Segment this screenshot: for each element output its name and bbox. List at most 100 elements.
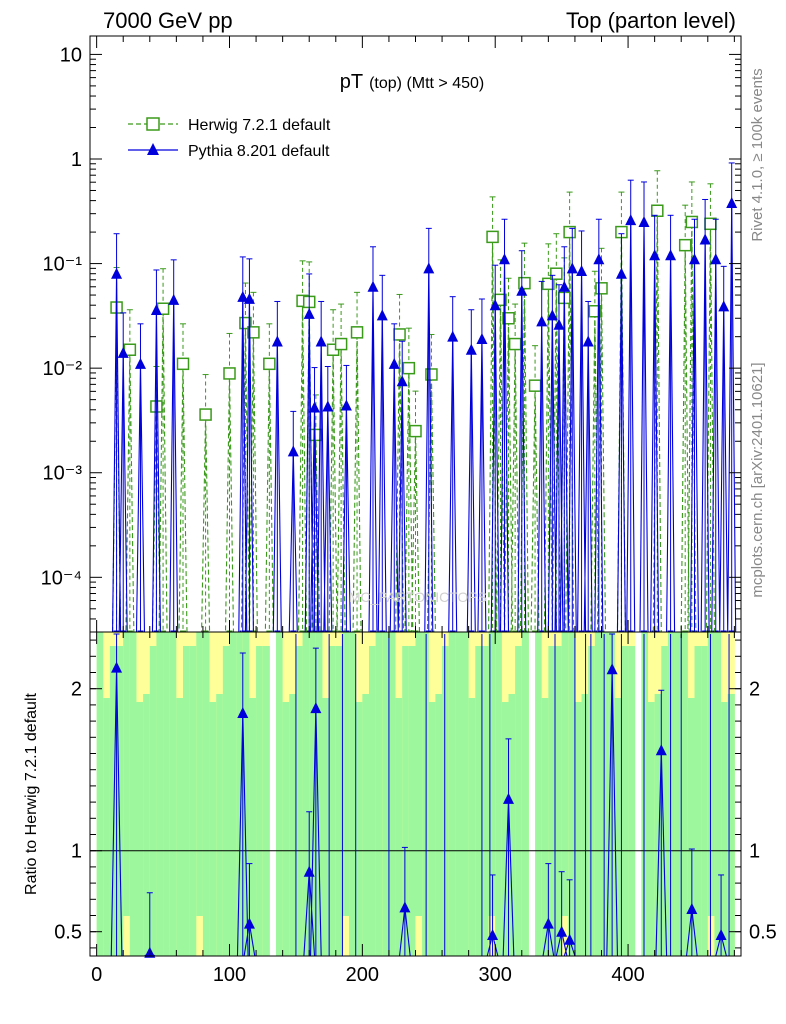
band-inner — [123, 632, 131, 916]
ratio-point — [564, 933, 576, 945]
band-inner — [242, 632, 250, 956]
ratio-point — [686, 903, 698, 915]
band-inner — [143, 694, 151, 956]
herwig-point — [334, 337, 348, 351]
herwig-point — [595, 282, 608, 295]
band-inner — [694, 646, 702, 956]
pythia-point — [566, 262, 578, 274]
band-inner — [727, 694, 735, 956]
band-inner — [435, 694, 443, 956]
band-inner — [136, 702, 144, 956]
band-inner — [614, 698, 622, 956]
ratio-point — [715, 928, 727, 940]
ratio-point — [399, 901, 411, 913]
pythia-point — [376, 309, 388, 321]
ratio-point — [111, 661, 123, 673]
pythia-point — [699, 233, 711, 245]
band-inner — [116, 646, 124, 956]
pythia-point — [367, 280, 379, 292]
band-inner — [309, 632, 317, 956]
band-inner — [209, 702, 217, 956]
herwig-point — [263, 357, 276, 371]
main-plot-area — [110, 162, 738, 633]
band-inner — [282, 702, 290, 956]
band-inner — [349, 632, 357, 956]
herwig-point — [508, 337, 522, 351]
herwig-point — [176, 357, 190, 371]
band-inner — [588, 646, 596, 956]
pythia-point — [396, 375, 408, 387]
pythia-point — [625, 214, 637, 226]
band-inner — [448, 632, 456, 956]
ratio-axes: 0.5 0.5 1 1 2 2 0 100 200 300 400 — [54, 632, 777, 986]
band-inner — [654, 694, 662, 956]
header-left: 7000 GeV pp — [103, 8, 233, 33]
pythia-point — [388, 357, 400, 369]
legend-pythia: Pythia 8.201 default — [128, 143, 330, 160]
band-inner — [256, 646, 264, 956]
legend-herwig: Herwig 7.2.1 default — [128, 117, 331, 134]
band-inner — [189, 646, 197, 956]
herwig-point — [223, 367, 236, 380]
band-inner — [96, 632, 104, 956]
band-inner — [508, 694, 516, 956]
band-inner — [196, 632, 204, 916]
band-inner — [249, 698, 257, 956]
band-inner — [335, 646, 343, 956]
herwig-point — [685, 215, 699, 229]
band-inner — [375, 632, 383, 956]
band-inner — [382, 632, 390, 956]
herwig-point — [704, 217, 717, 231]
band-inner — [468, 698, 476, 956]
band-inner — [674, 632, 682, 956]
band-inner — [295, 646, 304, 956]
band-inner — [315, 632, 323, 956]
pythia-point — [546, 309, 558, 321]
legend-pythia-marker — [147, 143, 159, 155]
band-inner — [701, 646, 709, 956]
band-inner — [501, 702, 509, 956]
x-tick-label: 100 — [213, 964, 246, 986]
pythia-point — [710, 253, 722, 265]
pythia-point — [476, 333, 488, 345]
ratio-plot-area — [90, 632, 741, 958]
band-inner — [302, 632, 310, 956]
herwig-point — [550, 267, 563, 280]
pythia-point — [111, 267, 123, 279]
pythia-point — [689, 253, 700, 265]
band-inner — [548, 646, 556, 956]
band-inner — [641, 632, 649, 956]
ratio-point — [237, 707, 249, 718]
y-tick-label: 10 — [60, 44, 82, 66]
band-inner — [176, 698, 184, 956]
band-inner — [601, 632, 609, 956]
pythia-point — [665, 249, 677, 261]
band-inner — [369, 646, 377, 956]
pythia-point — [726, 196, 738, 208]
pythia-point — [243, 292, 255, 304]
pythia-point — [271, 335, 283, 347]
herwig-point — [239, 316, 252, 330]
pythia-point — [553, 318, 565, 330]
herwig-point — [409, 424, 422, 438]
herwig-point — [393, 328, 406, 341]
pythia-point — [322, 400, 334, 412]
pythia-point — [558, 280, 570, 292]
band-inner — [687, 698, 695, 956]
herwig-point — [542, 277, 555, 291]
band-inner — [488, 632, 496, 916]
ratio-y-tick-label: 0.5 — [54, 922, 82, 944]
band-inner — [462, 632, 470, 956]
herwig-point — [199, 408, 212, 421]
pythia-point — [340, 399, 352, 411]
pythia-point — [303, 307, 315, 319]
band-inner — [561, 632, 569, 916]
y-tick-label: 10⁻⁴ — [41, 567, 82, 589]
legend-herwig-marker — [146, 117, 160, 131]
band-inner — [329, 646, 337, 956]
pythia-point — [649, 249, 661, 261]
plot-title-main: pT — [340, 71, 363, 93]
legend-herwig-label: Herwig 7.2.1 default — [188, 117, 331, 134]
watermark: MC_PARTONICTOPS — [349, 589, 487, 605]
